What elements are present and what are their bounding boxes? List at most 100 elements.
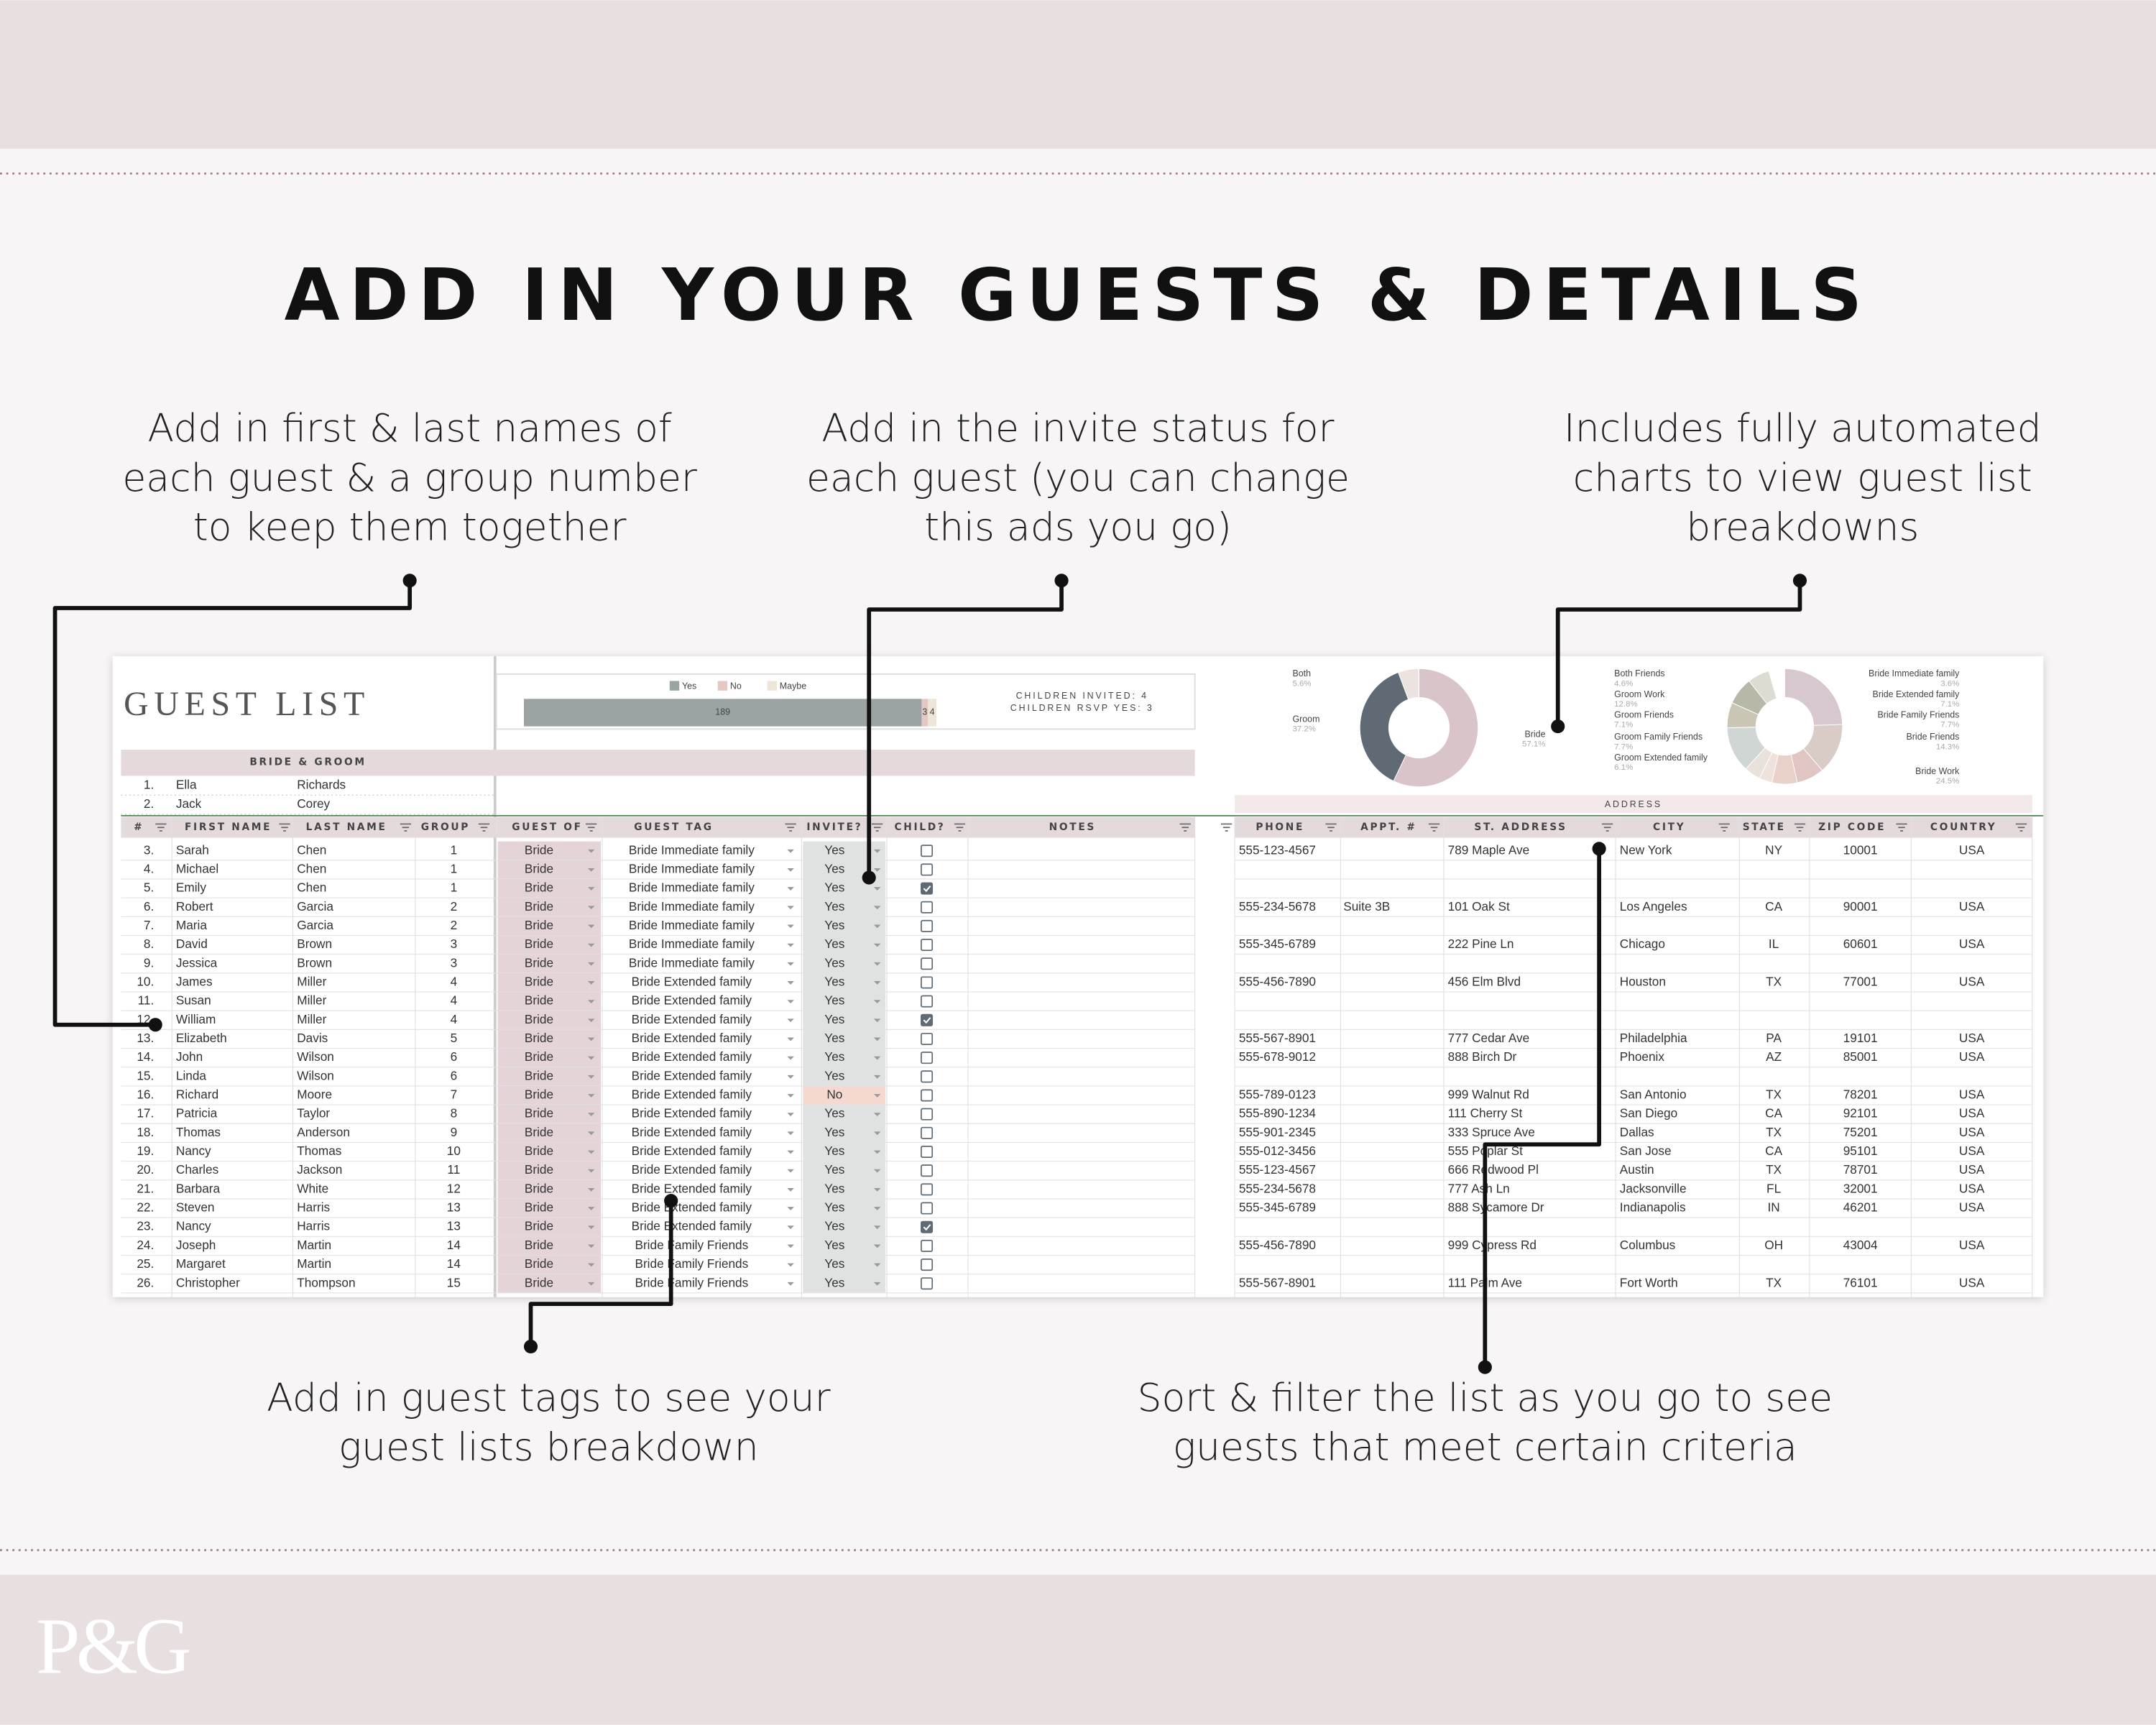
cell-text: Bride Immediate family bbox=[629, 918, 755, 932]
cell-text: 19. bbox=[137, 1144, 154, 1158]
cell-text: 32001 bbox=[1843, 1181, 1878, 1195]
cell-text: William bbox=[176, 1012, 216, 1026]
summary-text: CHILDREN RSVP YES: 3 bbox=[1010, 703, 1154, 713]
dropdown-arrow bbox=[587, 1207, 595, 1210]
checkbox bbox=[921, 863, 934, 876]
cell-text: Nancy bbox=[176, 1219, 211, 1233]
bottom-band bbox=[0, 1575, 2156, 1725]
cell-text: Yes bbox=[824, 937, 844, 951]
invite-cell bbox=[803, 1011, 886, 1030]
checkbox bbox=[921, 1108, 934, 1121]
dropdown-arrow bbox=[787, 1244, 794, 1248]
dropdown-arrow bbox=[787, 1282, 794, 1286]
cell-text: Ella bbox=[176, 777, 197, 791]
cell-text: 17. bbox=[137, 1106, 154, 1121]
dropdown-arrow bbox=[587, 887, 595, 891]
dropdown-arrow bbox=[787, 924, 794, 929]
dropdown-arrow bbox=[873, 1282, 881, 1286]
cell-text: Bride bbox=[525, 1144, 553, 1158]
dropdown-arrow bbox=[587, 1113, 595, 1117]
column-header: CHILD? bbox=[894, 822, 945, 833]
dropdown-arrow bbox=[873, 1263, 881, 1267]
checkbox bbox=[921, 976, 934, 989]
dropdown-arrow bbox=[787, 1169, 794, 1173]
callout-text: guests that meet certain criteria bbox=[1173, 1425, 1797, 1470]
pie-value: 4.6% bbox=[1614, 679, 1633, 688]
checkbox bbox=[921, 1052, 934, 1064]
connector-dot bbox=[1054, 574, 1069, 588]
cell-text: 456 Elm Blvd bbox=[1448, 974, 1521, 988]
cell-text: 22. bbox=[137, 1200, 154, 1215]
cell-text: Bride Family Friends bbox=[635, 1238, 748, 1252]
invite-cell bbox=[803, 1123, 886, 1143]
callout-text: Add in guest tags to see your bbox=[267, 1375, 831, 1420]
cell-text: Bride bbox=[525, 1049, 553, 1064]
connector-dot bbox=[664, 1194, 678, 1208]
invite-cell bbox=[803, 1048, 886, 1067]
dropdown-arrow bbox=[587, 1037, 595, 1041]
cell-text: Bride Immediate family bbox=[629, 842, 755, 857]
cell-text: 14 bbox=[447, 1256, 461, 1271]
invite-cell bbox=[803, 898, 886, 917]
cell-text: TX bbox=[1766, 1087, 1782, 1102]
cell-text: James bbox=[176, 974, 213, 988]
guest-of-cell bbox=[497, 1011, 602, 1030]
connector-line bbox=[1555, 580, 1802, 727]
guest-of-cell bbox=[497, 878, 602, 898]
pie-value: 12.8% bbox=[1614, 700, 1638, 709]
cell-text: No bbox=[826, 1087, 842, 1102]
legend-swatch bbox=[767, 681, 777, 691]
pie-label: Bride Family Friends bbox=[1877, 710, 1959, 720]
guest-of-cell bbox=[497, 860, 602, 879]
dropdown-arrow bbox=[873, 1113, 881, 1117]
cell-text: 77001 bbox=[1843, 974, 1878, 988]
bar-segment bbox=[921, 699, 929, 727]
checkbox bbox=[921, 1126, 934, 1139]
cell-text: Yes bbox=[824, 918, 844, 932]
filter-icon bbox=[400, 823, 412, 832]
cell-text: 46201 bbox=[1843, 1200, 1878, 1215]
cell-text: Susan bbox=[176, 993, 211, 1008]
cell-text: 13 bbox=[447, 1219, 461, 1233]
checkbox bbox=[921, 957, 934, 970]
cell-text: 999 Cypress Rd bbox=[1448, 1238, 1537, 1252]
pie-value: 3.6% bbox=[1940, 679, 1959, 688]
cell-text: Charles bbox=[176, 1162, 218, 1177]
cell-text: 21. bbox=[137, 1181, 154, 1195]
summary-text: CHILDREN INVITED: 4 bbox=[1016, 691, 1148, 701]
cell-text: Yes bbox=[824, 1049, 844, 1064]
cell-text: 555-901-2345 bbox=[1239, 1125, 1316, 1139]
cell-text: Taylor bbox=[297, 1106, 330, 1121]
cell-text: USA bbox=[1959, 899, 1985, 914]
cell-text: Bride Extended family bbox=[632, 1200, 752, 1215]
cell-text: USA bbox=[1959, 1106, 1985, 1121]
cell-text: Chicago bbox=[1620, 937, 1665, 951]
dropdown-arrow bbox=[787, 1075, 794, 1079]
cell-text: Yes bbox=[824, 842, 844, 857]
cell-text: Yes bbox=[824, 899, 844, 914]
cell-text: 888 Birch Dr bbox=[1448, 1049, 1517, 1064]
cell-text: 92101 bbox=[1843, 1106, 1878, 1121]
dropdown-arrow bbox=[787, 1056, 794, 1060]
cell-text: USA bbox=[1959, 1031, 1985, 1045]
checkbox bbox=[921, 939, 934, 952]
dropdown-arrow bbox=[787, 1037, 794, 1041]
column-header: INVITE? bbox=[806, 822, 862, 833]
cell-text: Harris bbox=[297, 1219, 330, 1233]
dropdown-arrow bbox=[873, 1150, 881, 1154]
connector-line bbox=[52, 580, 413, 1027]
column-header: FIRST NAME bbox=[185, 822, 272, 833]
cell-text: Indianapolis bbox=[1620, 1200, 1686, 1215]
cell-text: 6. bbox=[144, 899, 154, 914]
filter-icon bbox=[1718, 823, 1730, 832]
cell-text: Philadelphia bbox=[1620, 1031, 1687, 1045]
cell-text: Yes bbox=[824, 974, 844, 988]
cell-text: Yes bbox=[824, 1256, 844, 1271]
cell-text: Elizabeth bbox=[176, 1031, 227, 1045]
cell-text: 2 bbox=[451, 899, 458, 914]
dropdown-arrow bbox=[873, 962, 881, 966]
cell-text: Chen bbox=[297, 861, 326, 875]
dropdown-arrow bbox=[873, 1131, 881, 1136]
cell-text: OH bbox=[1764, 1238, 1783, 1252]
cell-text: 555-123-4567 bbox=[1239, 842, 1316, 857]
